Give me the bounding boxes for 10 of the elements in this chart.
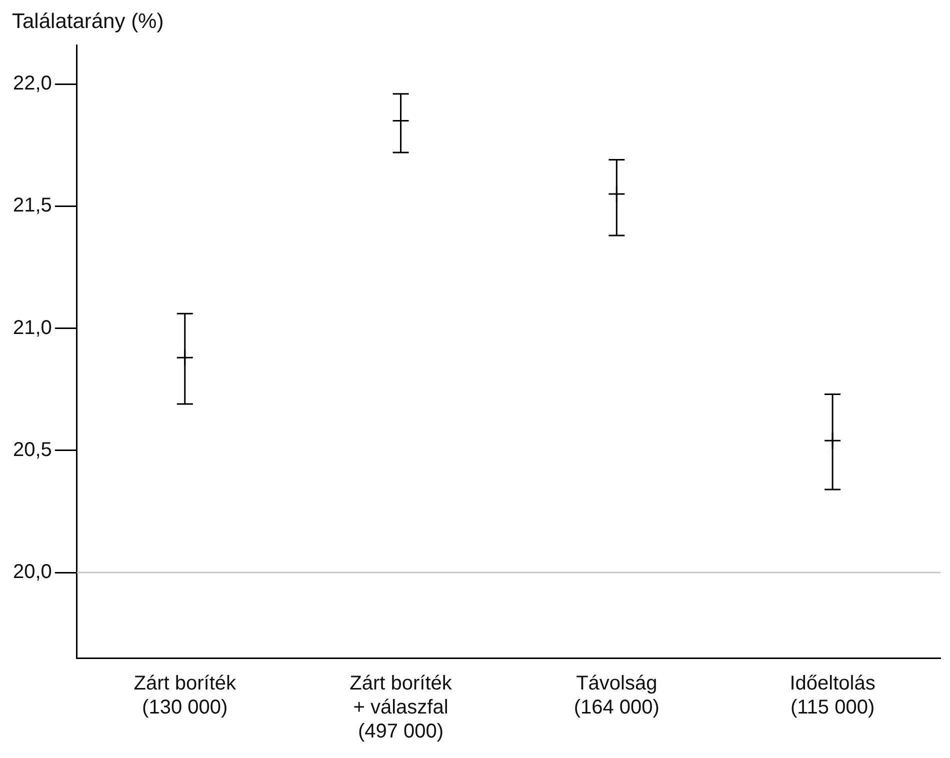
y-tick-label: 20,0 [12,561,52,584]
x-tick-label: Zárt boríték (130 000) [134,672,237,719]
y-tick-label: 21,5 [12,194,52,217]
y-tick-label: 20,5 [12,438,52,461]
x-tick-label: Távolság (164 000) [574,672,660,719]
x-tick-label: Zárt boríték + válaszfal (497 000) [350,672,453,743]
y-tick-label: 21,0 [12,316,52,339]
y-axis-title: Találatarány (%) [12,10,164,34]
x-tick-label: Időeltolás (115 000) [790,672,876,719]
y-tick-label: 22,0 [12,72,52,95]
